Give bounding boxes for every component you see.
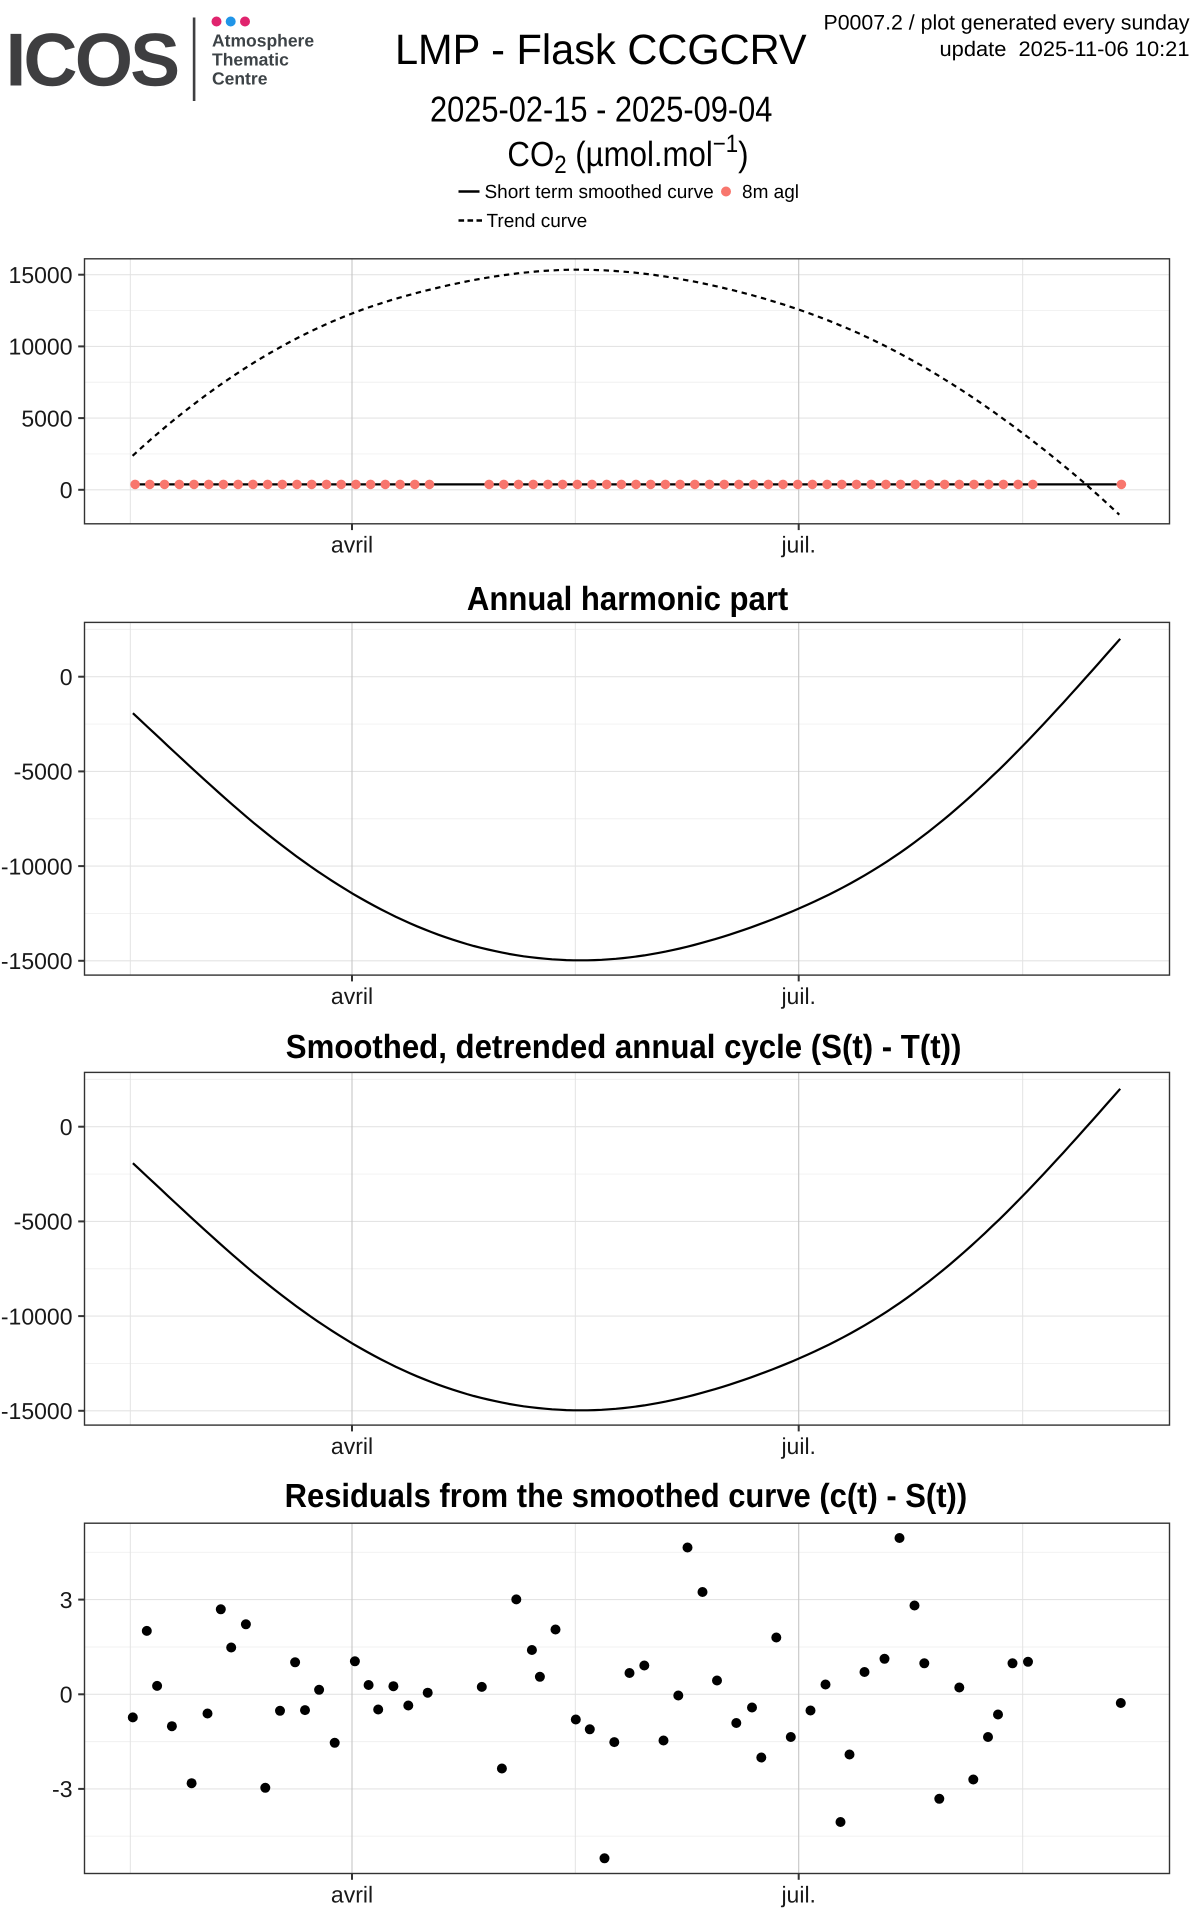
svg-text:juil.: juil. [780,532,816,558]
svg-text:5000: 5000 [21,405,72,431]
svg-text:-3: -3 [52,1776,72,1802]
svg-text:Short term smoothed curve: Short term smoothed curve [485,182,714,203]
svg-text:10000: 10000 [9,334,73,360]
svg-text:juil.: juil. [780,983,816,1009]
svg-text:avril: avril [331,983,373,1009]
svg-text:CO2 (µmol.mol−1): CO2 (µmol.mol−1) [507,130,748,179]
svg-text:update 2025-11-06 10:21: update 2025-11-06 10:21 [940,38,1190,61]
svg-text:2025-02-15 - 2025-09-04: 2025-02-15 - 2025-09-04 [430,88,772,129]
svg-text:Thematic: Thematic [212,50,289,70]
svg-text:Centre: Centre [212,69,268,89]
svg-text:-10000: -10000 [1,1303,73,1329]
svg-text:-15000: -15000 [1,1398,73,1424]
svg-text:ICOS: ICOS [6,17,179,101]
svg-text:Trend curve: Trend curve [487,211,588,232]
svg-text:0: 0 [60,664,73,690]
svg-text:avril: avril [331,1881,373,1907]
svg-text:15000: 15000 [9,262,73,288]
svg-text:Smoothed, detrended annual cyc: Smoothed, detrended annual cycle (S(t) -… [286,1029,962,1066]
svg-text:0: 0 [60,1682,73,1708]
svg-text:avril: avril [331,532,373,558]
svg-text:0: 0 [60,477,73,503]
svg-text:-5000: -5000 [14,759,73,785]
svg-text:8m agl: 8m agl [742,182,799,203]
svg-text:Atmosphere: Atmosphere [212,31,314,51]
svg-text:0: 0 [60,1114,73,1140]
svg-text:-15000: -15000 [1,948,73,974]
svg-text:juil.: juil. [780,1433,816,1459]
svg-text:avril: avril [331,1433,373,1459]
svg-text:Residuals from the smoothed cu: Residuals from the smoothed curve (c(t) … [285,1478,968,1515]
svg-text:-5000: -5000 [14,1209,73,1235]
svg-text:LMP - Flask CCGCRV: LMP - Flask CCGCRV [395,27,807,74]
svg-text:P0007.2 / plot generated every: P0007.2 / plot generated every sunday [824,12,1190,35]
svg-text:-10000: -10000 [1,853,73,879]
svg-text:3: 3 [60,1587,73,1613]
svg-text:juil.: juil. [780,1881,816,1907]
svg-text:Annual harmonic part: Annual harmonic part [467,581,788,618]
